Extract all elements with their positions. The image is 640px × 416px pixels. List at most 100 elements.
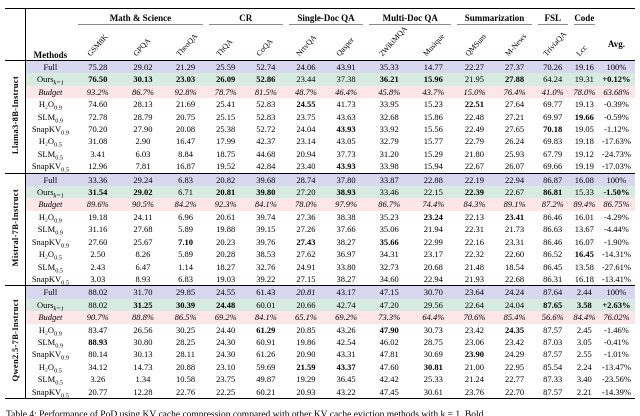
table-cell: 15.33 [570,186,598,199]
table-cell: 70.20 [88,124,108,135]
table-cell: 19.03 [216,273,236,284]
table-cell: 5.89 [178,249,194,260]
table-cell: 3.41 [90,148,106,159]
table-row: H₂O0.9 74.60 28.13 21.69 25.41 52.83 24.55 41.7… [5,98,635,112]
table-row: SLM0.9 88.93 30.80 28.25 24.30 60.91 19.86 42.5… [5,335,635,349]
method-label: H₂O0.5 [24,135,76,149]
method-label: SLM0.5 [24,260,76,274]
column-header-gpqa: GPQA [120,24,166,61]
table-cell: 31.25 [120,298,166,312]
table-cell: 28.13 [133,99,153,110]
table-cell: 23.76 [464,386,485,397]
table-cell: 24.11 [133,211,153,222]
table-cell: 28.11 [176,349,195,360]
table-cell: 10.58 [176,374,196,385]
table-row: SnapKV0.9 80.14 30.13 28.11 24.30 61.26 20.90 4… [5,348,635,362]
table-cell: 2.45 [576,324,592,335]
table-cell: 33.80 [336,261,356,272]
table-cell: 16.07 [574,236,594,247]
table-cell: 22.76 [176,386,196,397]
column-header-triviaqa: TriviaQA [534,24,571,61]
table-cell: 25.67 [133,236,153,247]
table-cell: 100% [597,60,635,74]
table-cell: 15.23 [423,99,443,110]
table-cell: 21.00 [464,361,485,372]
table-cell: 87.65 [534,298,571,312]
table-row: Oursk=1 88.02 31.25 30.39 24.48 60.01 20.66 42.… [5,298,635,312]
table-cell: 30.80 [133,336,153,347]
column-header-nrtvqa: NrtvQA [285,24,327,61]
table-cell: 39.76 [256,236,276,247]
table-cell: 27.64 [505,99,525,110]
table-cell: 87.64 [534,285,571,299]
table-cell: 86.75% [597,198,635,211]
table-row: Oursk=1 31.54 29.02 6.71 20.81 39.80 27.20 38.9… [5,186,635,199]
table-cell: 21.24 [464,374,485,385]
table-cell: 18.27 [216,261,236,272]
table-cell: 12.96 [88,161,108,172]
table-cell: 6.03 [135,148,151,159]
table-cell: 22.64 [454,298,495,312]
method-label: SnapKV0.5 [24,272,76,286]
table-cell: 35.23 [379,211,399,222]
table-cell: 52.83 [256,111,276,122]
table-cell: 16.87 [176,161,196,172]
table-cell: 17.99 [216,136,236,147]
table-cell: 21.94 [423,224,443,235]
table-cell: 39.74 [256,211,276,222]
table-row: H₂O0.5 34.12 14.73 20.88 23.10 59.69 21.59 43.3… [5,360,635,374]
table-cell: 28.75 [423,336,443,347]
table-cell: -1.46% [604,324,629,335]
table-cell: 23.06 [464,336,485,347]
table-cell: 52.83 [256,99,276,110]
methods-column-header: Methods [24,8,76,61]
table-cell: 32.68 [379,111,399,122]
table-cell: +2.63% [597,298,635,312]
table-cell: 33.87 [366,172,413,187]
method-label: Full [24,60,76,74]
table-cell: 25.15 [216,111,236,122]
table-cell: 21.73 [505,224,525,235]
table-cell: 80.14 [88,349,108,360]
method-label: SLM0.5 [24,147,76,161]
table-cell: 27.62 [296,249,316,260]
table-cell: 86.5% [165,311,206,324]
table-cell: 60.21 [256,386,276,397]
table-cell: 42.37 [256,136,276,147]
table-cell: 41.0% [534,85,571,99]
table-cell: -13.47% [601,361,631,372]
table-cell: 89.4% [570,198,598,211]
table-cell: 38.38 [336,211,356,222]
table-cell: 35.06 [379,224,399,235]
table-cell: 12.28 [133,386,153,397]
table-cell: 22.31 [464,224,485,235]
table-cell: 2.43 [90,261,106,272]
table-cell: 43.37 [336,361,356,372]
table-cell: 32.79 [379,136,399,147]
table-cell: 6.83 [178,273,194,284]
table-cell: 15.96 [412,73,455,86]
table-cell: 67.79 [543,148,563,159]
table-cell: 69.2% [205,311,246,324]
table-cell: 88.02 [75,285,121,299]
table-cell: 84.1% [245,198,286,211]
table-cell: 47.81 [379,349,399,360]
table-cell: 64.4% [412,311,455,324]
table-cell: 16.08 [570,172,598,187]
column-header-lcc: Lcc [570,24,598,61]
table-cell: 22.25 [216,386,236,397]
table-cell: 37.66 [336,224,356,235]
column-header-2wikimqa: 2WikiMQA [366,24,413,61]
table-cell: 24.48 [205,298,246,312]
table-cell: 2.90 [135,136,151,147]
table-cell: 38.93 [326,186,367,199]
table-cell: -24.73% [601,148,631,159]
table-cell: 70.6% [454,311,495,324]
table-cell: -1.12% [604,124,629,135]
table-cell: 43.63 [336,111,356,122]
table-cell: 41.73 [336,99,356,110]
table-row: Budget 89.6% 90.5% 84.2% 92.3% 84.1% 78.0% 97.9… [5,198,635,211]
table-cell: 29.56 [412,298,455,312]
table-cell: 36.97 [336,249,356,260]
table-cell: 69.2% [326,311,367,324]
